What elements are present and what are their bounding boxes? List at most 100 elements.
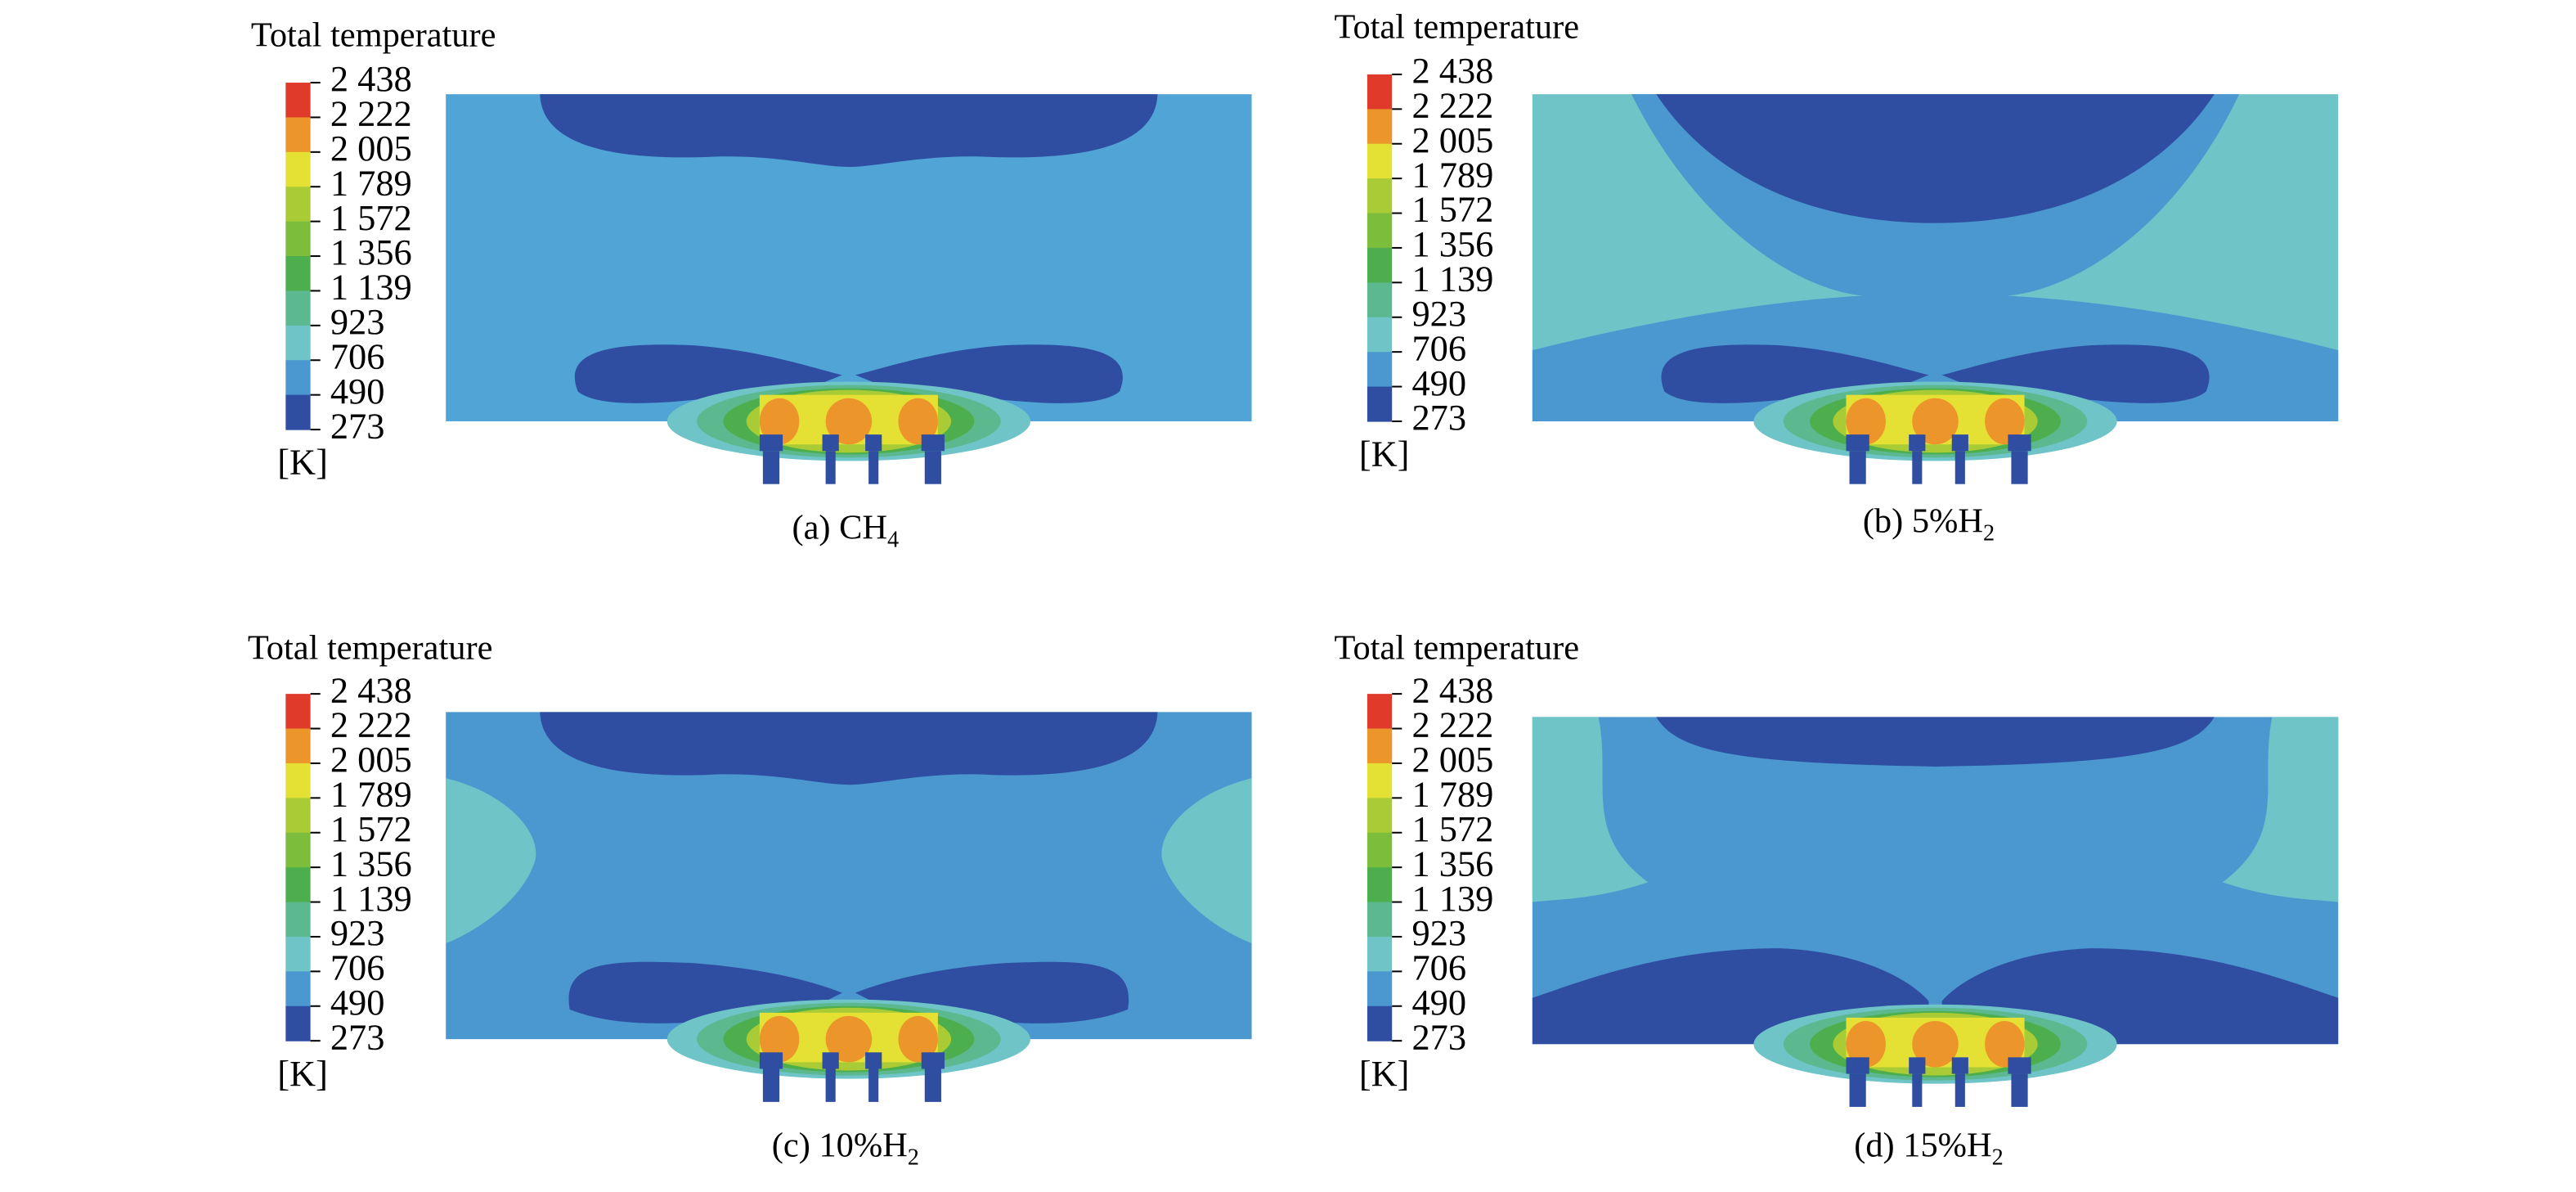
injector [924,451,941,484]
injector [865,434,882,452]
injector [1951,434,1968,452]
hot-spot [825,398,873,445]
legend-unit: [K] [277,1053,328,1094]
legend-band [1367,936,1393,972]
legend-label: 1 572 [330,808,412,849]
injector [759,1052,783,1069]
legend-band [285,256,311,292]
legend-band [1367,109,1393,145]
legend-label: 2 438 [1411,50,1493,91]
cold-core [1656,717,2215,767]
legend-label: 1 572 [1411,808,1493,849]
blue-region [1532,94,2339,421]
injector [2008,434,2031,452]
legend-band [285,394,311,430]
legend-label: 490 [330,982,385,1023]
legend-band [285,832,311,868]
legend-label: 2 005 [330,128,412,169]
legend-label: 273 [330,1016,385,1057]
legend-label: 1 356 [1411,223,1493,264]
legend-band [1367,971,1393,1007]
legend-band [1367,386,1393,422]
legend-band [285,1005,311,1041]
legend-title: Total temperature [251,16,496,55]
legend-band [285,187,311,223]
legend-band [1367,902,1393,938]
injector [762,451,780,484]
legend-band [285,360,311,396]
legend-band [285,902,311,938]
contour-plot [446,94,1252,484]
legend-band [285,221,311,257]
legend-band [1367,762,1393,798]
legend-band [285,325,311,361]
legend-band [1367,213,1393,249]
legend-label: 706 [330,947,385,988]
legend-label: 1 139 [330,878,412,919]
injector [1912,1073,1923,1107]
contour-plot [446,712,1252,1102]
legend-band [1367,352,1393,388]
caption-subscript: 2 [908,1145,919,1171]
injector [1954,451,1965,484]
injector [2008,1057,2031,1074]
injector [822,1052,839,1069]
legend-band [285,117,311,153]
teal-region [1161,778,1252,944]
legend-label: 923 [1411,293,1466,334]
legend-unit: [K] [1359,434,1410,475]
injector [759,434,783,452]
legend-band [285,798,311,834]
caption-text: (b) 5%H [1863,502,1983,540]
legend-label: 1 356 [330,232,412,272]
caption: (a) CH4 [792,508,900,552]
injector [921,434,945,452]
legend-band [285,83,311,119]
legend-label: 706 [1411,327,1466,368]
caption-subscript: 4 [887,527,899,552]
legend-band [1367,694,1393,730]
legend-label: 490 [330,371,385,412]
caption-subscript: 2 [1992,1145,2004,1171]
legend-label: 2 438 [330,58,412,99]
legend-label: 2 005 [1411,119,1493,160]
legend-unit: [K] [277,442,328,483]
legend-label: 2 438 [330,669,412,710]
legend-unit: [K] [1359,1053,1410,1094]
injector [825,451,836,484]
legend-label: 2 222 [330,704,412,745]
injector [1912,451,1923,484]
injector [1849,451,1866,484]
legend-label: 1 139 [1411,259,1493,299]
injector [1909,434,1926,452]
injector [2011,1073,2028,1107]
legend-band [1367,728,1393,764]
legend-label: 1 789 [1411,154,1493,195]
legend-label: 1 789 [1411,774,1493,815]
teal-region [1532,717,1649,902]
contour-plot [1532,94,2339,484]
legend-band [285,694,311,730]
legend-label: 923 [1411,912,1466,953]
legend-band [1367,832,1393,868]
legend-label: 490 [1411,362,1466,403]
legend-label: 2 222 [330,93,412,134]
legend-label: 706 [1411,947,1466,988]
caption-text: (a) CH [792,508,888,547]
legend-band [1367,247,1393,283]
hot-spot [1985,398,2025,445]
legend-band [1367,282,1393,318]
cold-core [540,712,1158,785]
hot-spot [759,398,800,445]
legend-band [1367,1005,1393,1041]
legend-band [1367,317,1393,353]
injector [1951,1057,1968,1074]
hot-spot [825,1015,873,1063]
caption-text: (d) 15%H [1854,1127,1991,1165]
legend-label: 273 [330,405,385,446]
legend-band [285,290,311,326]
injector [924,1068,941,1102]
legend-label: 923 [330,301,385,342]
legend-title: Total temperature [1335,629,1580,668]
legend-label: 1 789 [330,162,412,203]
